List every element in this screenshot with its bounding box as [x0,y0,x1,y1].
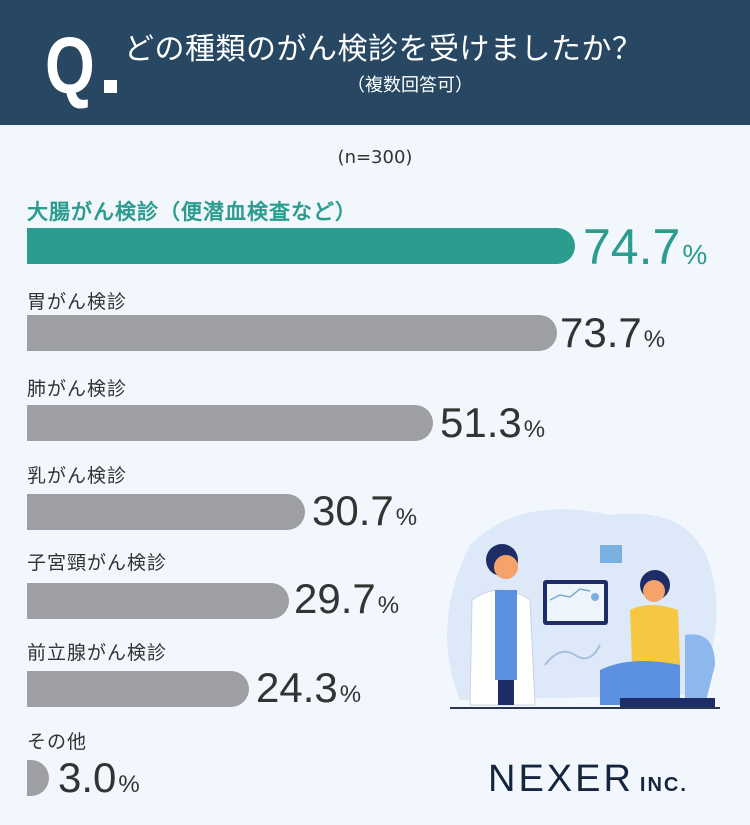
bar-stomach-cancer [27,315,557,351]
bar-colon-cancer [27,228,575,264]
value-label: 51.3% [440,399,546,446]
q-mark: Q [45,21,95,110]
bar-breast-cancer [27,494,305,530]
question-header: Q どの種類のがん検診を受けましたか？ （複数回答可） [0,0,750,125]
question-title: どの種類のがん検診を受けましたか？ [124,32,643,67]
doctor-patient-illustration [447,509,720,709]
bar-prostate-cancer [27,671,249,707]
row-label: 肺がん検診 [27,378,128,400]
value-label: 73.7% [560,309,666,356]
row-label: 大腸がん検診（便潜血検査など） [27,200,357,224]
row-label: 前立腺がん検診 [27,642,168,664]
row-label: 子宮頸がん検診 [27,552,168,574]
value-label: 3.0% [58,754,140,801]
row-label: 胃がん検診 [27,291,128,313]
sample-size: (n=300) [337,147,413,168]
question-subtitle: （複数回答可） [347,75,473,96]
bar-other [27,760,49,796]
value-label: 30.7% [312,487,418,534]
value-label: 74.7% [583,219,708,275]
bar-lung-cancer [27,405,433,441]
q-dot [104,80,117,93]
value-label: 29.7% [294,575,400,622]
value-label: 24.3% [256,664,362,711]
nexer-logo: NEXER INC. [488,758,688,800]
row-label: その他 [27,731,88,753]
bar-cervical-cancer [27,583,289,619]
row-label: 乳がん検診 [27,465,128,487]
